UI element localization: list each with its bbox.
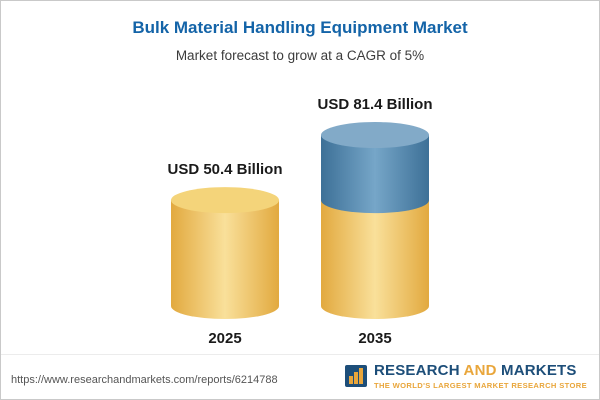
cylinder-2035 [321, 122, 429, 319]
logo-word-and: AND [463, 362, 497, 379]
bar-value-label: USD 50.4 Billion [167, 161, 283, 178]
chart-subtitle: Market forecast to grow at a CAGR of 5% [175, 48, 425, 63]
footer-divider [1, 354, 599, 355]
chart-title: Bulk Material Handling Equipment Market [132, 18, 468, 37]
logo-word-markets: MARKETS [501, 362, 577, 379]
brand-logo: RESEARCH AND MARKETS THE WORLD'S LARGEST… [344, 362, 587, 390]
chart-area: USD 50.4 Billion 2025 USD 81.4 Billion 2035 [1, 85, 599, 347]
logo-text: RESEARCH AND MARKETS THE WORLD'S LARGEST… [374, 362, 587, 390]
bar-value-label: USD 81.4 Billion [317, 96, 433, 113]
logo-icon [344, 365, 367, 387]
category-label: 2025 [208, 330, 242, 347]
report-url[interactable]: https://www.researchandmarkets.com/repor… [11, 374, 278, 386]
bar-group-2025: USD 50.4 Billion 2025 [165, 161, 285, 347]
logo-tagline: THE WORLD'S LARGEST MARKET RESEARCH STOR… [373, 381, 587, 390]
logo-word-research: RESEARCH [373, 362, 460, 379]
category-label: 2035 [358, 330, 392, 347]
cylinder-2025 [171, 187, 279, 319]
logo-wordmark: RESEARCH AND MARKETS [374, 362, 587, 379]
bar-group-2035: USD 81.4 Billion 2035 [315, 96, 435, 347]
